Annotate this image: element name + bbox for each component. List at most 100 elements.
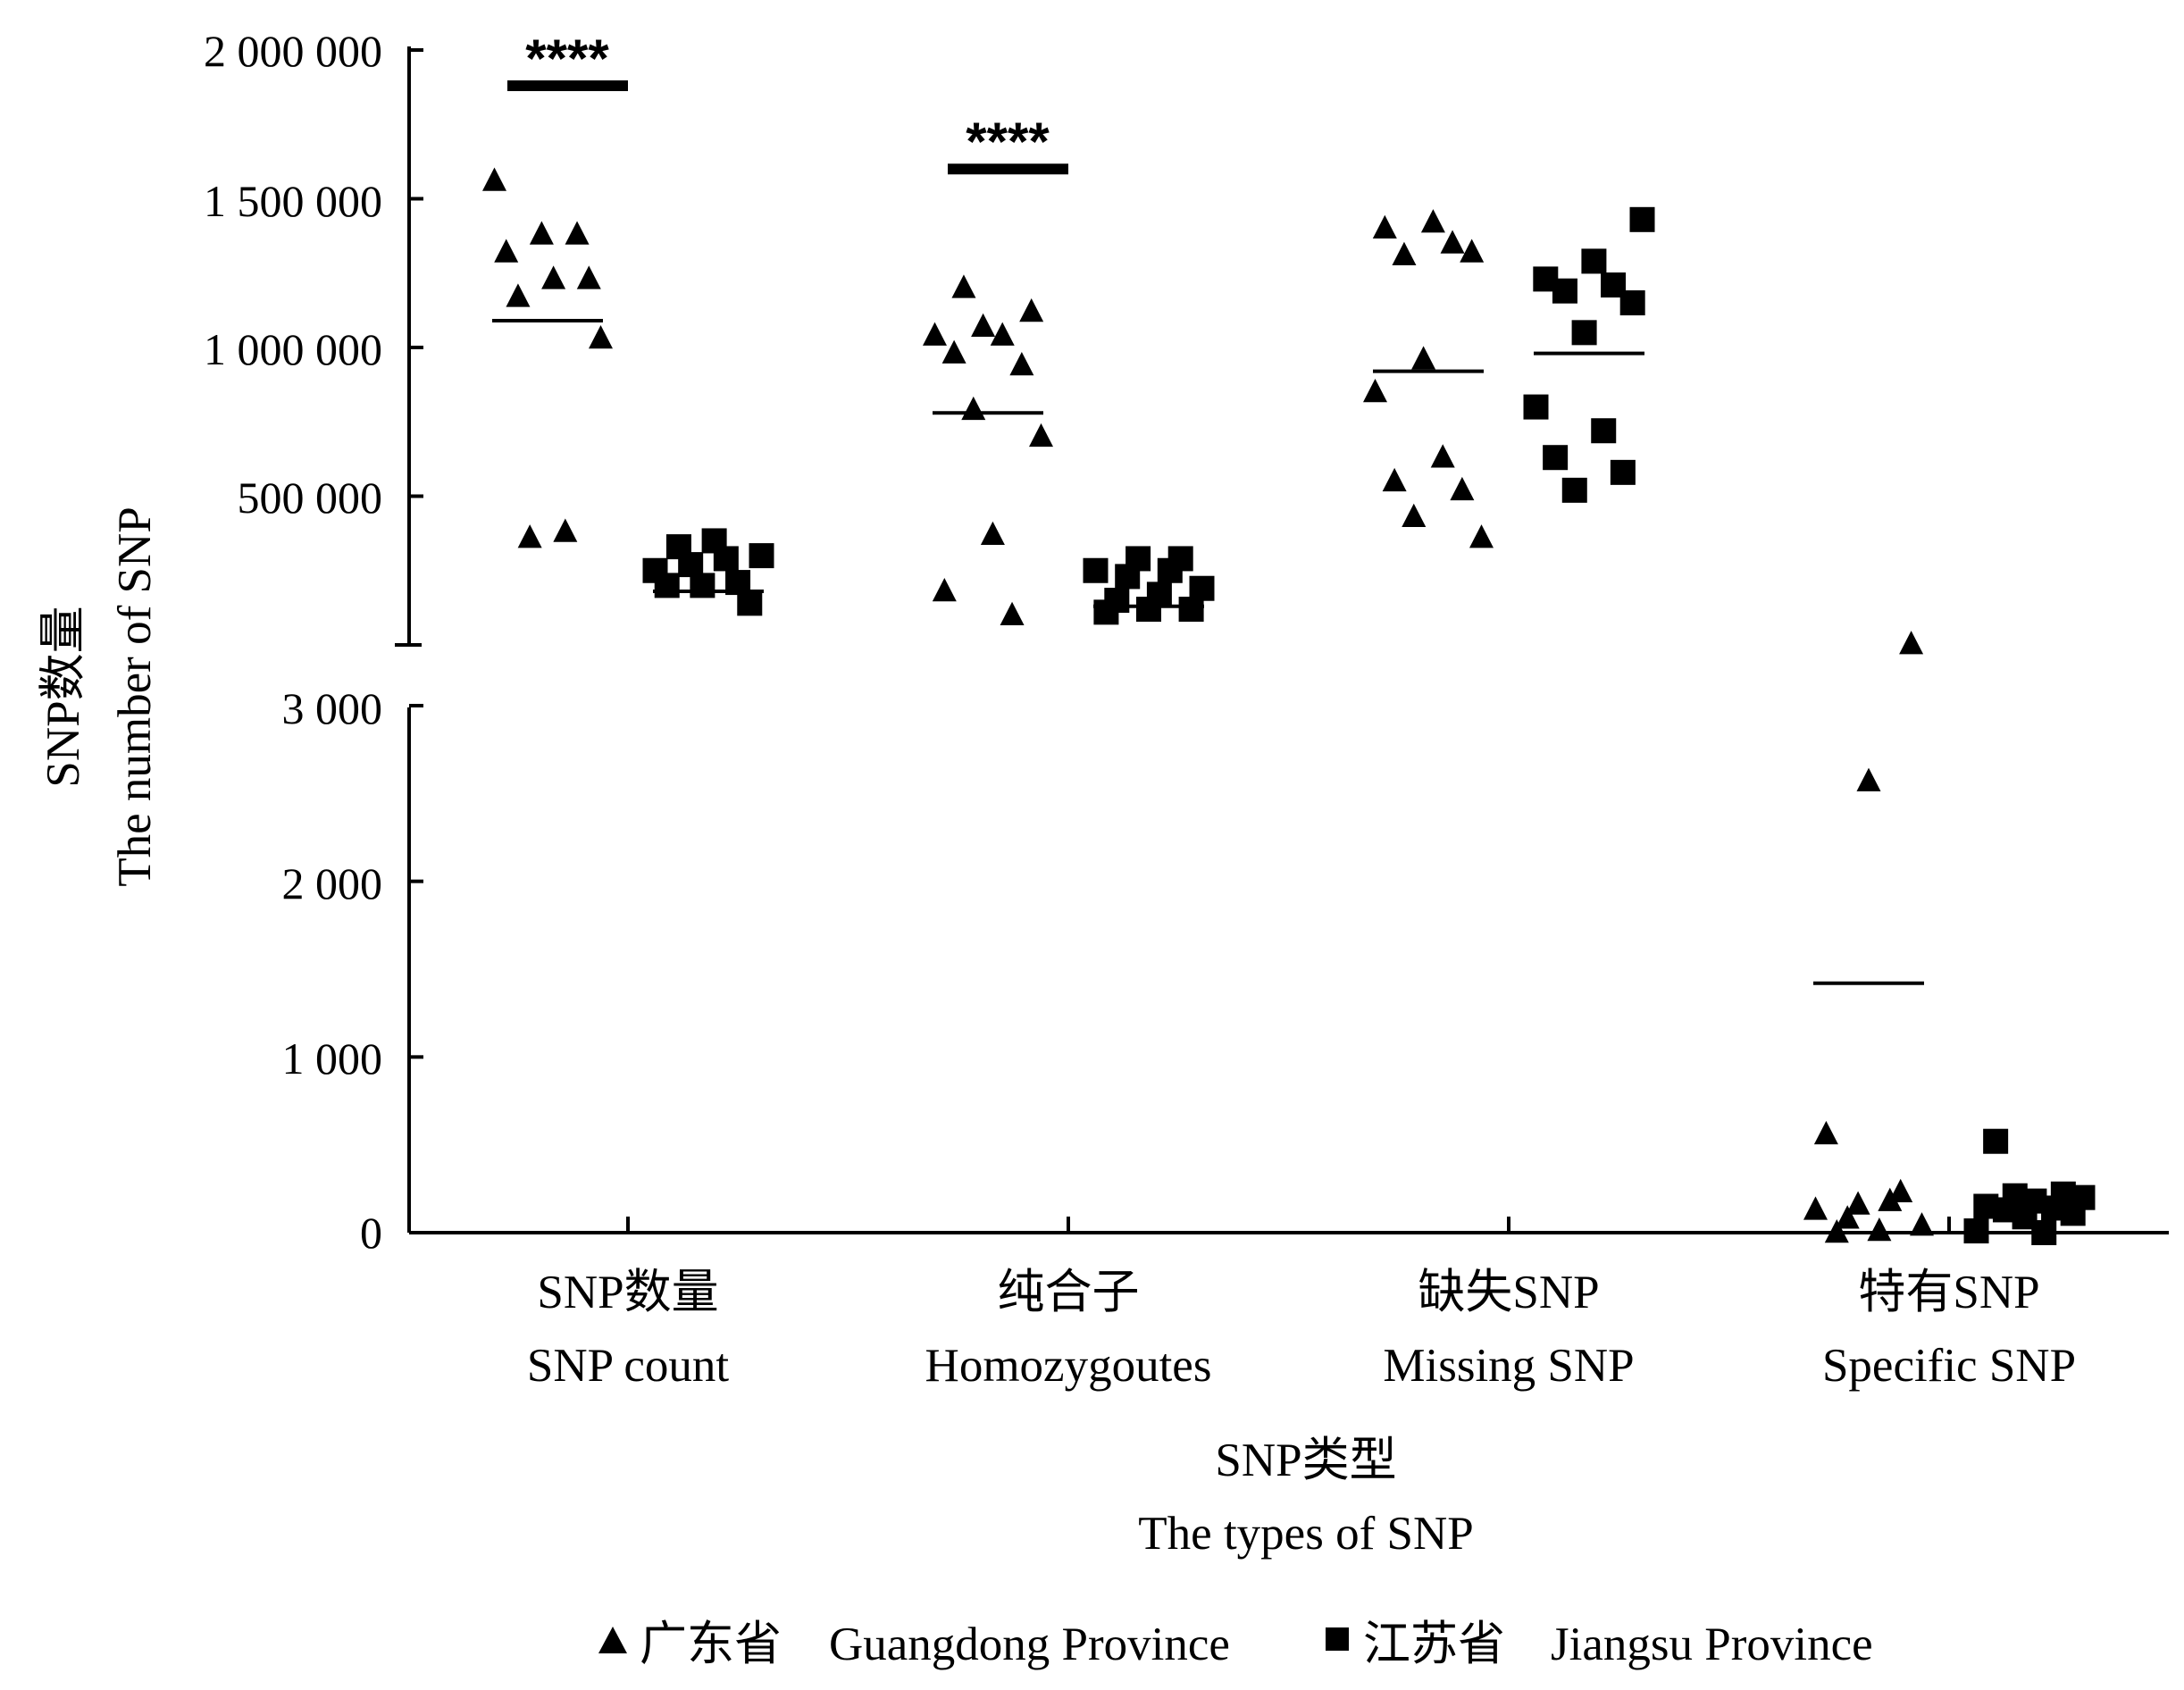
data-point-square bbox=[1093, 599, 1119, 625]
y-tick-label-500000: 500 000 bbox=[238, 473, 383, 523]
data-point-square bbox=[1157, 557, 1183, 583]
data-point-triangle bbox=[1000, 601, 1025, 625]
data-point-triangle bbox=[1813, 1120, 1838, 1145]
data-point-triangle bbox=[1910, 1212, 1934, 1236]
data-point-triangle bbox=[971, 313, 996, 337]
x-category-label-zh-missing-snp: 缺失SNP bbox=[1418, 1267, 1599, 1318]
data-point-square bbox=[1571, 320, 1597, 346]
x-category-label-en-missing-snp: Missing SNP bbox=[1383, 1340, 1634, 1392]
data-point-triangle bbox=[1372, 214, 1397, 239]
y-tick-label-0: 0 bbox=[360, 1208, 382, 1258]
legend-label-jiangsu-zh: 江苏省 bbox=[1363, 1619, 1505, 1670]
data-point-triangle bbox=[1856, 767, 1881, 791]
data-point-square bbox=[1136, 597, 1161, 623]
data-point-triangle bbox=[1430, 444, 1455, 468]
x-category-label-zh-specific-snp: 特有SNP bbox=[1858, 1267, 2039, 1318]
legend-triangle-marker bbox=[598, 1627, 627, 1653]
y-axis-title-zh: SNP数量 bbox=[38, 606, 89, 787]
data-point-square bbox=[1083, 557, 1109, 583]
data-point-triangle bbox=[1878, 1187, 1903, 1211]
data-point-square bbox=[1629, 206, 1655, 232]
data-point-triangle bbox=[553, 518, 578, 542]
data-point-square bbox=[2060, 1201, 2086, 1226]
data-point-triangle bbox=[1420, 209, 1445, 233]
data-point-triangle bbox=[932, 578, 957, 602]
data-point-square bbox=[1178, 597, 1204, 623]
data-point-square bbox=[2031, 1220, 2057, 1245]
data-point-square bbox=[1561, 477, 1587, 503]
data-point-triangle bbox=[1009, 351, 1034, 376]
data-point-square bbox=[1610, 459, 1636, 485]
data-point-triangle bbox=[1402, 503, 1427, 528]
data-point-triangle bbox=[1803, 1196, 1828, 1220]
y-tick-label-1500000: 1 500 000 bbox=[204, 176, 382, 226]
legend: 广东省 Guangdong Province 江苏省 Jiangsu Provi… bbox=[598, 1619, 1873, 1670]
legend-square-marker bbox=[1326, 1627, 1349, 1651]
data-point-triangle bbox=[1824, 1219, 1849, 1243]
data-point-square bbox=[1581, 248, 1607, 274]
y-tick-label-1000000: 1 000 000 bbox=[204, 324, 382, 374]
data-point-triangle bbox=[517, 524, 542, 548]
data-point-triangle bbox=[951, 274, 976, 298]
significance-label: **** bbox=[525, 29, 609, 88]
data-point-triangle bbox=[494, 238, 519, 263]
data-point-square bbox=[1983, 1128, 2009, 1154]
data-point-triangle bbox=[576, 265, 601, 289]
data-point-triangle bbox=[1888, 1178, 1913, 1203]
data-point-triangle bbox=[1440, 230, 1465, 254]
data-point-triangle bbox=[1845, 1191, 1870, 1215]
data-point-square bbox=[1115, 564, 1141, 590]
y-tick-label-3000: 3 000 bbox=[282, 683, 383, 733]
data-point-triangle bbox=[1899, 631, 1924, 655]
data-point-triangle bbox=[589, 325, 613, 349]
x-category-label-zh-homozygotes: 纯合子 bbox=[998, 1267, 1140, 1318]
y-tick-label-1000: 1 000 bbox=[282, 1033, 383, 1083]
legend-label-guangdong-en: Guangdong Province bbox=[829, 1619, 1230, 1670]
data-point-triangle bbox=[990, 322, 1015, 346]
x-category-label-en-snp-count: SNP count bbox=[527, 1340, 730, 1392]
y-axis-title-en: The number of SNP bbox=[109, 506, 161, 886]
x-category-label-zh-snp-count: SNP数量 bbox=[537, 1267, 718, 1318]
data-point-square bbox=[654, 573, 680, 598]
data-point-triangle bbox=[1411, 346, 1436, 370]
data-point-triangle bbox=[1382, 467, 1407, 492]
data-point-triangle bbox=[1867, 1217, 1892, 1242]
y-axis-title: SNP数量 The number of SNP bbox=[38, 506, 161, 886]
chart-marks: **** **** bbox=[409, 29, 2096, 1245]
x-category-label-en-specific-snp: Specific SNP bbox=[1822, 1340, 2076, 1392]
x-category-label-en-homozygotes: Homozygoutes bbox=[925, 1340, 1212, 1392]
data-point-triangle bbox=[923, 322, 947, 346]
data-point-triangle bbox=[541, 265, 566, 289]
data-point-square bbox=[1619, 290, 1645, 316]
x-axis-title-en: The types of SNP bbox=[1138, 1508, 1473, 1560]
data-point-triangle bbox=[1029, 422, 1053, 448]
data-point-square bbox=[1523, 394, 1549, 420]
data-point-square bbox=[713, 546, 739, 572]
data-point-square bbox=[1591, 418, 1617, 444]
data-point-triangle bbox=[961, 396, 986, 421]
data-point-triangle bbox=[1450, 476, 1475, 501]
data-point-triangle bbox=[1363, 378, 1387, 403]
data-point-triangle bbox=[1469, 524, 1494, 548]
data-point-triangle bbox=[565, 221, 590, 245]
legend-label-jiangsu-en: Jiangsu Province bbox=[1551, 1619, 1873, 1670]
data-point-square bbox=[1552, 278, 1577, 304]
x-axis-title-zh: SNP类型 bbox=[1215, 1435, 1396, 1486]
data-point-triangle bbox=[1019, 298, 1044, 322]
legend-label-guangdong-zh: 广东省 bbox=[640, 1619, 782, 1670]
data-point-square bbox=[737, 590, 763, 616]
data-point-triangle bbox=[482, 167, 506, 191]
data-point-triangle bbox=[1460, 238, 1485, 263]
data-point-square bbox=[1543, 445, 1569, 471]
data-point-triangle bbox=[1835, 1205, 1860, 1229]
data-point-square bbox=[1963, 1218, 1989, 1244]
y-tick-label-2000: 2 000 bbox=[282, 858, 383, 908]
data-point-triangle bbox=[506, 283, 531, 307]
data-point-triangle bbox=[941, 339, 966, 364]
data-point-triangle bbox=[1392, 241, 1417, 266]
data-point-square bbox=[749, 543, 774, 569]
data-point-square bbox=[690, 573, 715, 598]
significance-label: **** bbox=[966, 112, 1050, 172]
